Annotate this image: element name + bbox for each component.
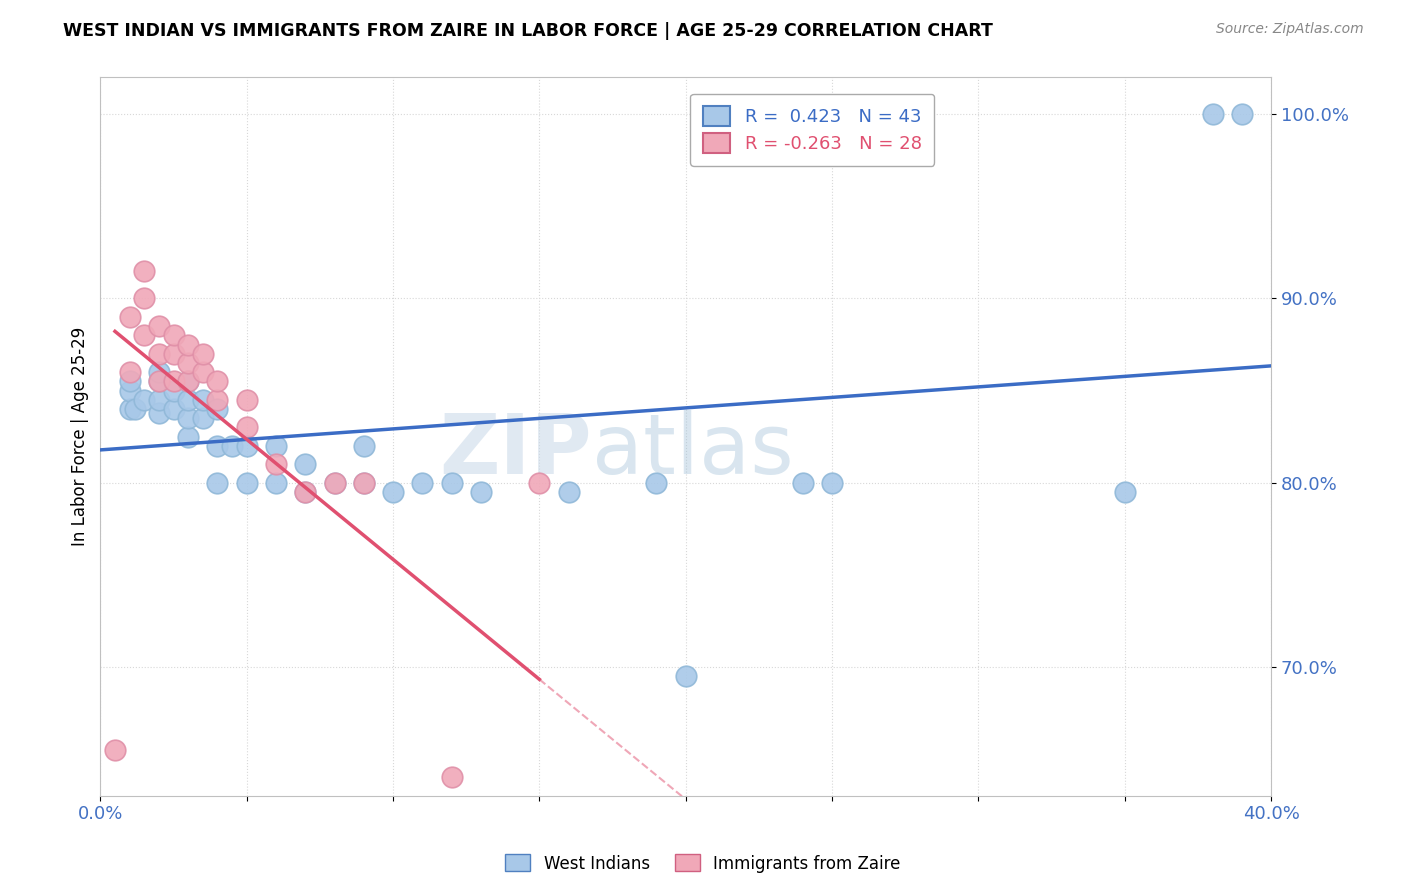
Point (191, 392, 214, 407)
Point (235, 392, 257, 407)
Point (294, 484, 316, 499)
Point (191, 365, 214, 379)
Point (177, 411, 200, 425)
Legend: R =  0.423   N = 43, R = -0.263   N = 28: R = 0.423 N = 43, R = -0.263 N = 28 (690, 94, 934, 166)
Point (162, 384, 184, 398)
Legend: West Indians, Immigrants from Zaire: West Indians, Immigrants from Zaire (499, 847, 907, 880)
Y-axis label: In Labor Force | Age 25-29: In Labor Force | Age 25-29 (72, 327, 89, 546)
Point (264, 457, 287, 471)
Point (118, 310, 141, 324)
Point (134, 392, 156, 407)
Point (148, 375, 170, 389)
Point (207, 401, 229, 416)
Text: atlas: atlas (592, 410, 794, 491)
Point (353, 475, 375, 490)
Point (162, 347, 184, 361)
Point (411, 475, 433, 490)
Point (440, 475, 463, 490)
Point (148, 375, 170, 389)
Point (235, 475, 257, 490)
Point (821, 475, 844, 490)
Point (235, 439, 257, 453)
Point (207, 439, 229, 453)
Point (118, 375, 141, 389)
Point (134, 292, 156, 306)
Point (191, 411, 214, 425)
Point (118, 365, 141, 379)
Point (148, 406, 170, 420)
Point (264, 475, 287, 490)
Point (235, 420, 257, 434)
Point (557, 484, 579, 499)
Point (675, 669, 697, 683)
Point (148, 392, 170, 407)
Point (221, 439, 243, 453)
Point (264, 439, 287, 453)
Point (1114, 484, 1136, 499)
Point (323, 475, 346, 490)
Point (1201, 107, 1223, 121)
Point (118, 384, 141, 398)
Point (470, 484, 492, 499)
Point (124, 401, 146, 416)
Point (207, 392, 229, 407)
Point (207, 375, 229, 389)
Point (177, 392, 200, 407)
Point (177, 337, 200, 351)
Point (353, 439, 375, 453)
Point (1230, 107, 1253, 121)
Point (294, 484, 316, 499)
Point (645, 475, 668, 490)
Point (191, 347, 214, 361)
Point (529, 475, 551, 490)
Point (118, 401, 141, 416)
Point (382, 484, 405, 499)
Point (177, 429, 200, 443)
Point (134, 328, 156, 343)
Text: Source: ZipAtlas.com: Source: ZipAtlas.com (1216, 22, 1364, 37)
Point (353, 475, 375, 490)
Point (207, 475, 229, 490)
Point (177, 375, 200, 389)
Point (162, 328, 184, 343)
Point (104, 742, 127, 756)
Point (323, 475, 346, 490)
Point (148, 319, 170, 334)
Point (162, 401, 184, 416)
Point (134, 264, 156, 278)
Point (148, 365, 170, 379)
Text: ZIP: ZIP (440, 410, 592, 491)
Point (470, 844, 492, 858)
Point (177, 375, 200, 389)
Point (177, 356, 200, 370)
Point (162, 375, 184, 389)
Point (294, 457, 316, 471)
Point (148, 347, 170, 361)
Point (792, 475, 814, 490)
Point (440, 770, 463, 784)
Text: WEST INDIAN VS IMMIGRANTS FROM ZAIRE IN LABOR FORCE | AGE 25-29 CORRELATION CHAR: WEST INDIAN VS IMMIGRANTS FROM ZAIRE IN … (63, 22, 993, 40)
